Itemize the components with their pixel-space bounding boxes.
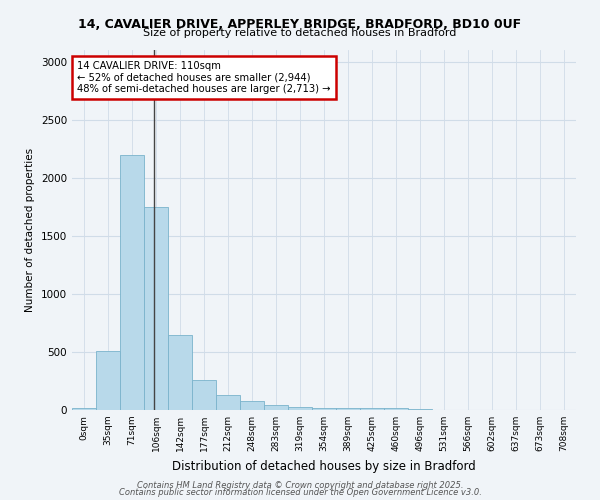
Text: Contains HM Land Registry data © Crown copyright and database right 2025.: Contains HM Land Registry data © Crown c… — [137, 480, 463, 490]
Bar — [120, 154, 144, 410]
Bar — [216, 395, 240, 410]
Text: 14 CAVALIER DRIVE: 110sqm
← 52% of detached houses are smaller (2,944)
48% of se: 14 CAVALIER DRIVE: 110sqm ← 52% of detac… — [77, 61, 331, 94]
Text: Size of property relative to detached houses in Bradford: Size of property relative to detached ho… — [143, 28, 457, 38]
Bar — [192, 380, 216, 410]
Bar — [144, 207, 168, 410]
Bar — [312, 408, 336, 410]
Bar — [168, 334, 192, 410]
Bar — [384, 408, 408, 410]
Bar — [96, 351, 120, 410]
X-axis label: Distribution of detached houses by size in Bradford: Distribution of detached houses by size … — [172, 460, 476, 472]
Bar — [264, 406, 288, 410]
Bar — [72, 408, 96, 410]
Bar — [360, 408, 384, 410]
Bar — [336, 408, 360, 410]
Text: 14, CAVALIER DRIVE, APPERLEY BRIDGE, BRADFORD, BD10 0UF: 14, CAVALIER DRIVE, APPERLEY BRIDGE, BRA… — [79, 18, 521, 30]
Text: Contains public sector information licensed under the Open Government Licence v3: Contains public sector information licen… — [119, 488, 481, 497]
Bar — [240, 400, 264, 410]
Y-axis label: Number of detached properties: Number of detached properties — [25, 148, 35, 312]
Bar — [288, 407, 312, 410]
